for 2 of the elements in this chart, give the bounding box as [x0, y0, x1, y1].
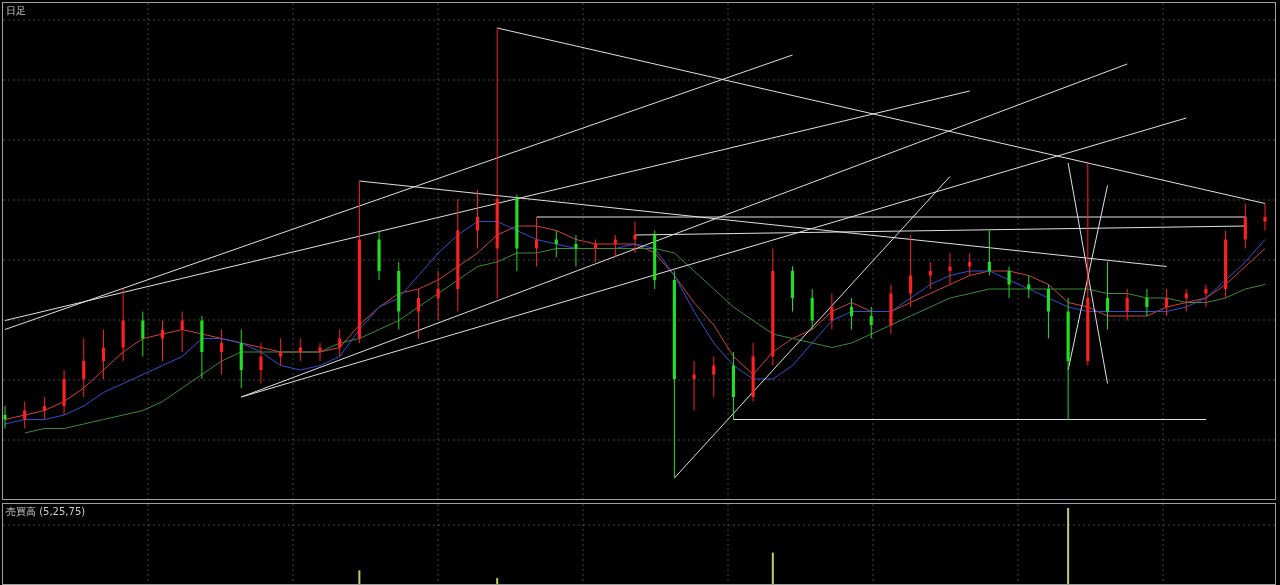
- chart-title: 日足: [6, 5, 26, 16]
- chart-title: 売買高 (5,25,75): [6, 506, 86, 517]
